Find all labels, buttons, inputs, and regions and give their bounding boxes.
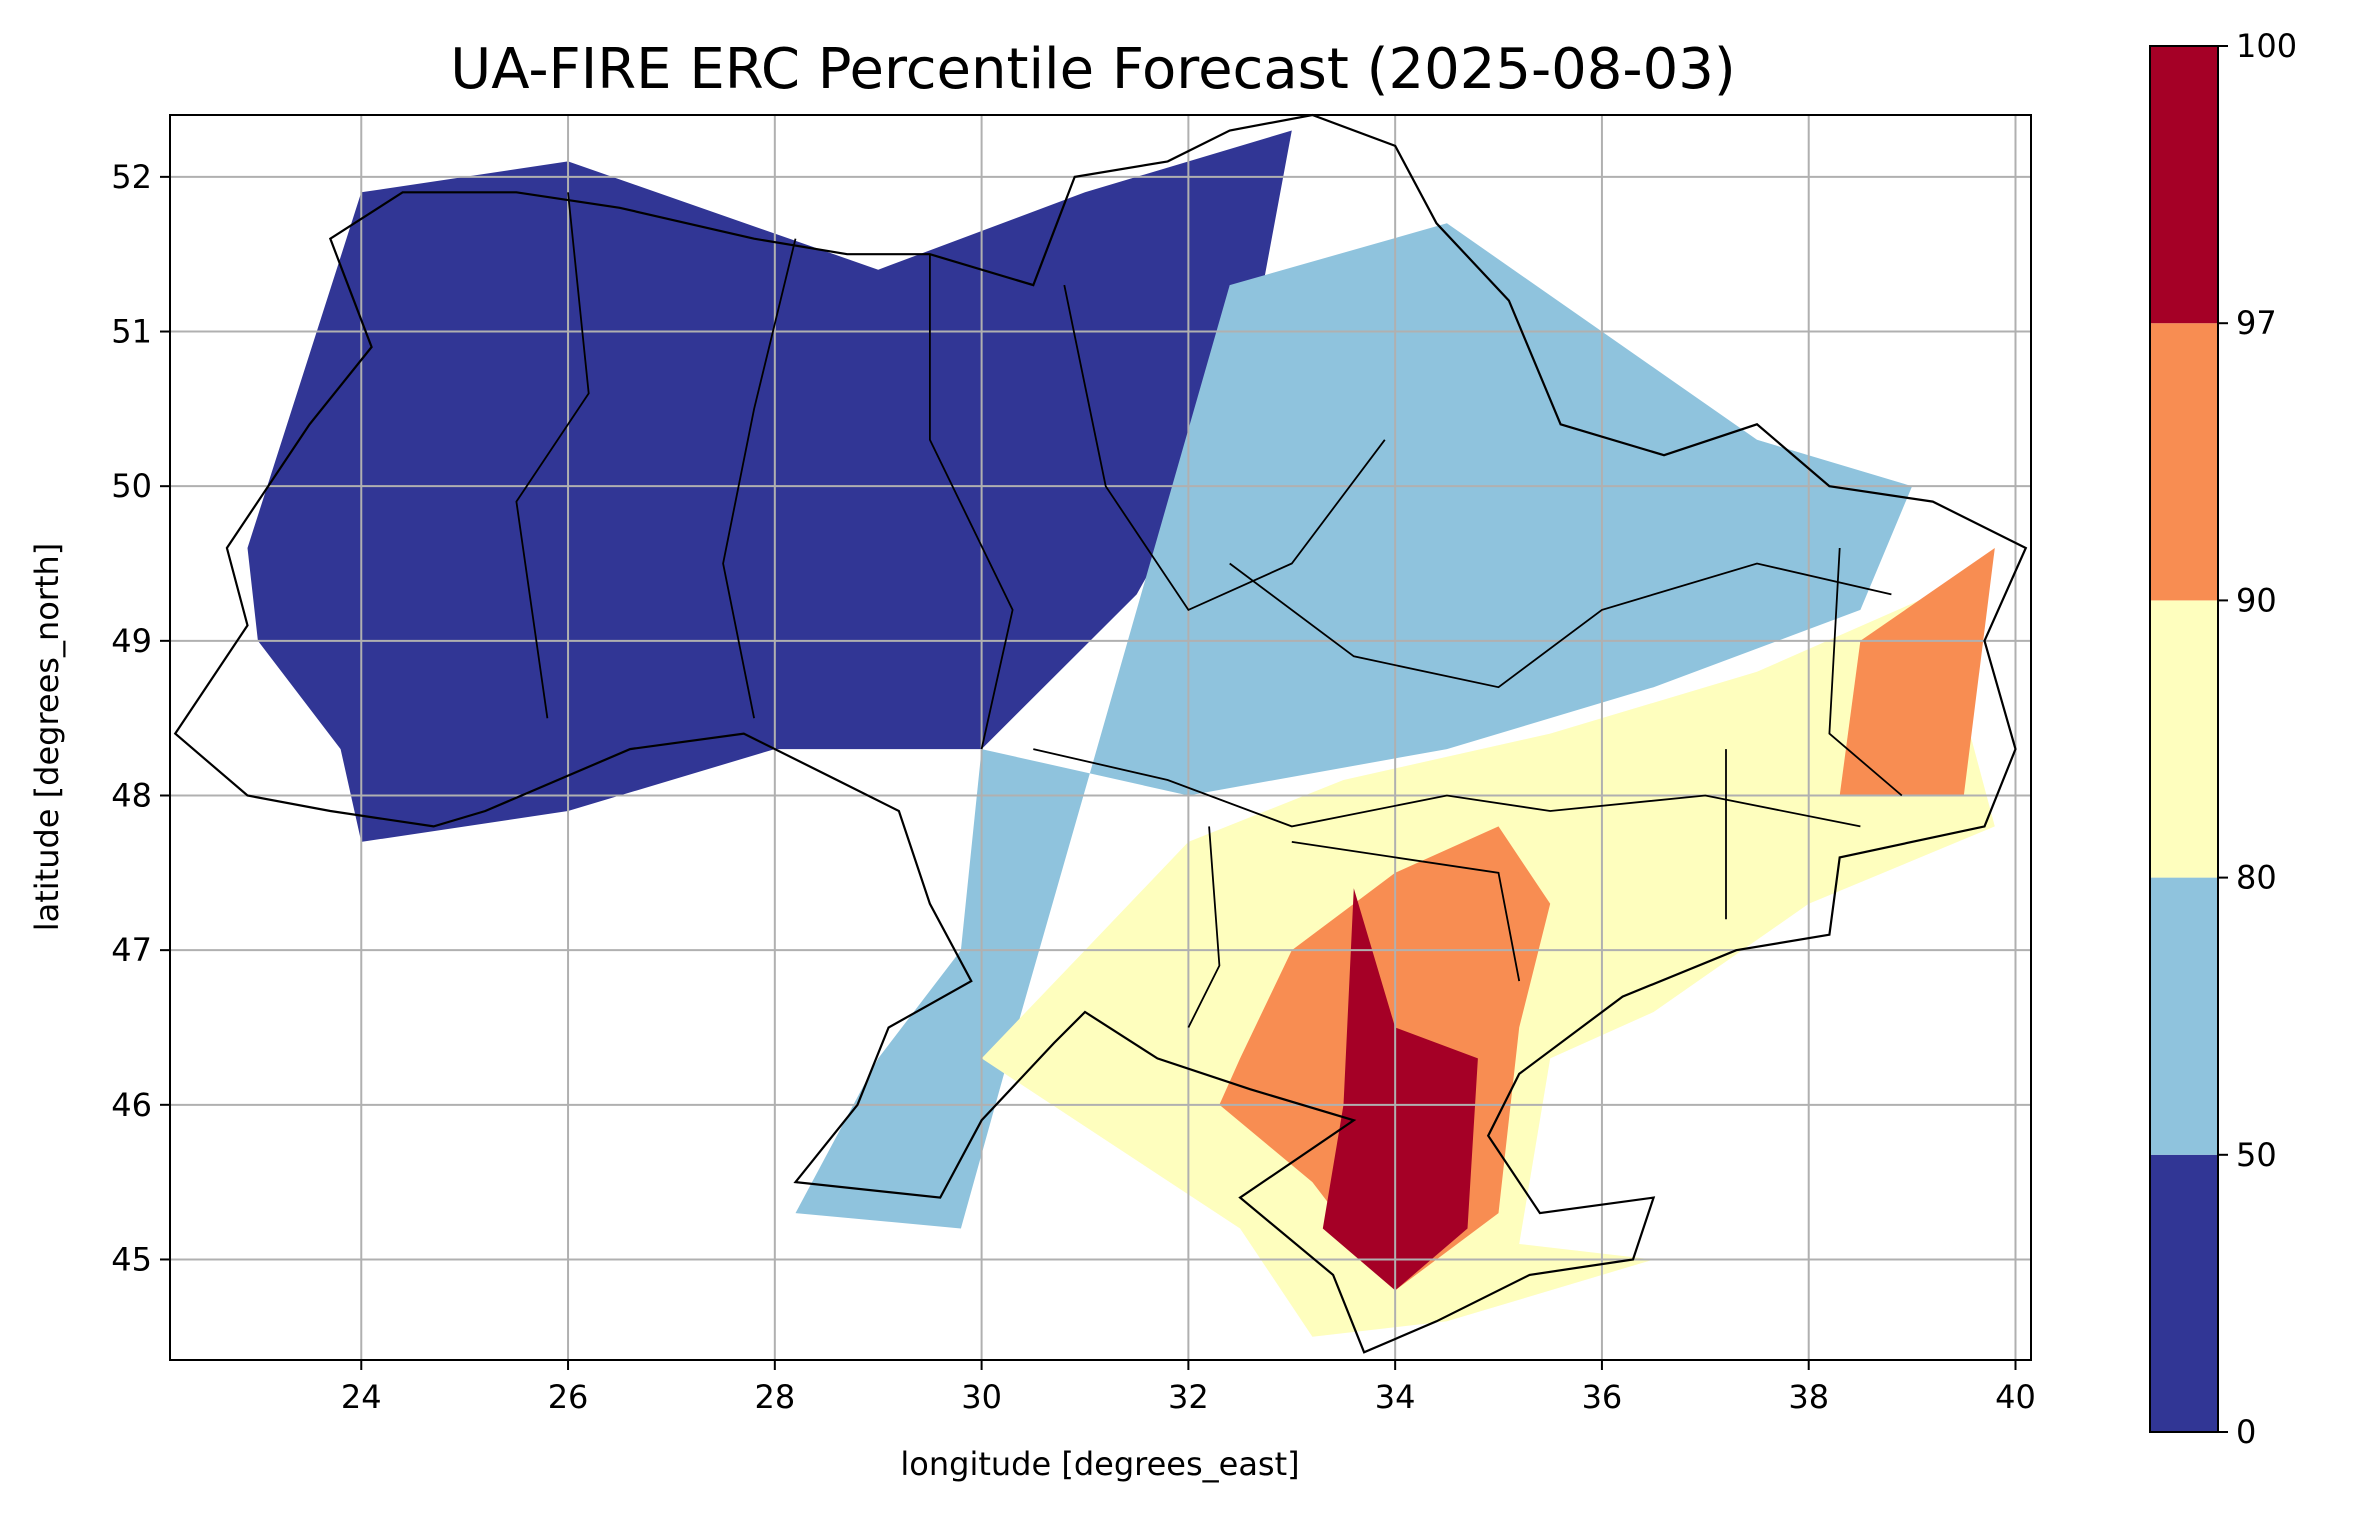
- oblast-border: [929, 254, 1014, 750]
- x-axis-label: longitude [degrees_east]: [900, 1445, 1299, 1483]
- colorbar-segment: [2150, 600, 2218, 878]
- colorbar-segment: [2150, 1154, 2218, 1432]
- oblast-border: [722, 238, 797, 719]
- y-axis-label: latitude [degrees_north]: [28, 543, 66, 932]
- x-tick-label: 26: [548, 1378, 589, 1416]
- colorbar-frame: [2149, 45, 2219, 1433]
- y-tick-label: 46: [111, 1086, 152, 1124]
- oblast-border: [1033, 748, 1861, 828]
- x-tick-label: 38: [1788, 1378, 1829, 1416]
- oblast-border: [515, 192, 590, 719]
- country-outline: [173, 113, 2028, 1354]
- y-axis-ticks: 45 46 47 48 49 50 51 52: [111, 158, 170, 1278]
- region-97-100-0: [1322, 888, 1478, 1291]
- y-tick-label: 49: [111, 622, 152, 660]
- x-axis-ticks: 24 26 28 30 32 34 36 38 40: [341, 1360, 2036, 1416]
- colorbar-segment: [2150, 877, 2218, 1155]
- y-tick-label: 47: [111, 931, 152, 969]
- chart-title: UA-FIRE ERC Percentile Forecast (2025-08…: [450, 37, 1735, 102]
- oblast-border: [1291, 841, 1521, 982]
- x-tick-label: 32: [1168, 1378, 1209, 1416]
- colorbar: 0 50 80 90 97 100: [2149, 27, 2297, 1451]
- administrative-borders: [173, 113, 2028, 1354]
- x-tick-label: 36: [1582, 1378, 1623, 1416]
- x-tick-label: 30: [961, 1378, 1002, 1416]
- oblast-border: [1187, 826, 1221, 1028]
- y-tick-label: 52: [111, 158, 152, 196]
- oblast-border: [1229, 562, 1892, 689]
- gridlines: [170, 115, 2031, 1360]
- colorbar-tick-label: 90: [2236, 581, 2277, 619]
- oblast-border: [1063, 284, 1386, 612]
- colorbar-tick-label: 97: [2236, 304, 2277, 342]
- region-50-80-0: [795, 223, 1913, 1229]
- x-tick-label: 40: [1995, 1378, 2036, 1416]
- x-tick-label: 24: [341, 1378, 382, 1416]
- colorbar-tick-label: 80: [2236, 859, 2277, 897]
- y-tick-label: 50: [111, 467, 152, 505]
- oblast-border: [1828, 547, 1903, 797]
- colorbar-segment: [2150, 323, 2218, 601]
- x-tick-label: 34: [1375, 1378, 1416, 1416]
- colorbar-segment: [2150, 46, 2218, 324]
- region-90-97-1: [1839, 548, 1995, 796]
- colorbar-tick-label: 0: [2236, 1413, 2256, 1451]
- colorbar-tick-label: 100: [2236, 27, 2297, 65]
- plot-frame: [169, 114, 2032, 1361]
- y-tick-label: 45: [111, 1240, 152, 1278]
- y-tick-label: 48: [111, 776, 152, 814]
- y-tick-label: 51: [111, 313, 152, 351]
- colorbar-tick-label: 50: [2236, 1136, 2277, 1174]
- x-tick-label: 28: [754, 1378, 795, 1416]
- erc-percentile-raster: [247, 130, 1995, 1337]
